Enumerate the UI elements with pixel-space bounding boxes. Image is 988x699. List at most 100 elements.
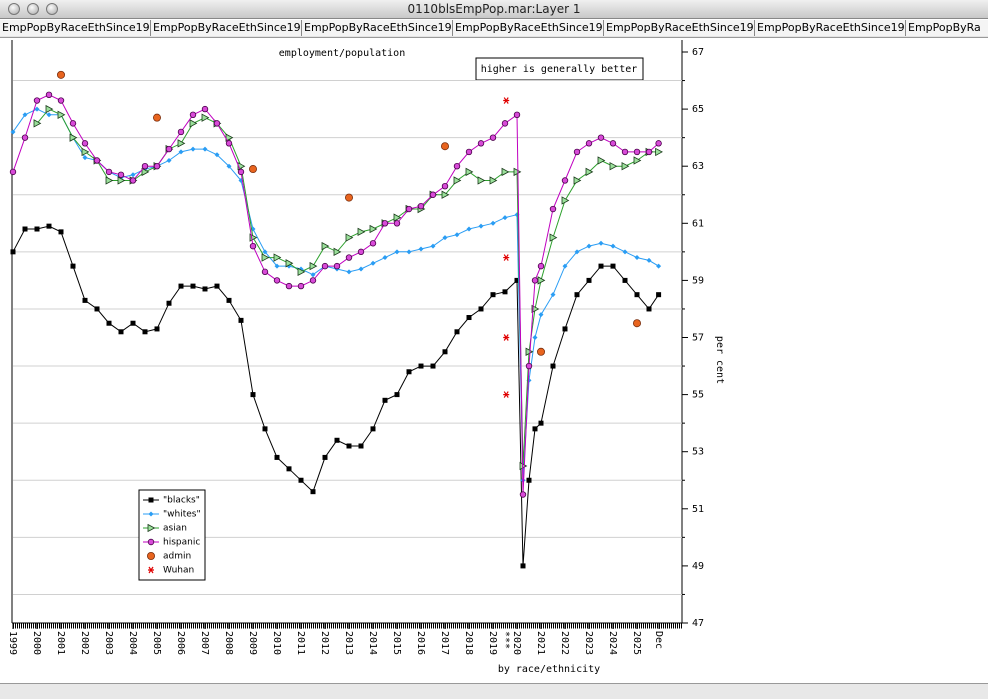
point bbox=[298, 477, 304, 483]
point bbox=[57, 70, 66, 79]
point bbox=[489, 176, 498, 185]
tab[interactable]: EmpPopByRa bbox=[906, 20, 988, 36]
x-tick-label: 2002 bbox=[79, 631, 90, 655]
chart-title: employment/population bbox=[279, 48, 405, 59]
point bbox=[646, 306, 652, 312]
point bbox=[345, 233, 354, 242]
point bbox=[454, 329, 460, 335]
x-tick-label: 2021 bbox=[535, 631, 546, 655]
point bbox=[201, 113, 210, 122]
point bbox=[141, 167, 150, 177]
point bbox=[478, 306, 484, 312]
point bbox=[621, 148, 629, 156]
point bbox=[166, 157, 172, 163]
point bbox=[382, 397, 388, 403]
x-tick-label: 2000 bbox=[31, 631, 42, 655]
x-tick-label: 2020 bbox=[511, 631, 522, 655]
zoom-button[interactable] bbox=[46, 3, 58, 15]
point bbox=[130, 320, 136, 326]
point bbox=[621, 162, 630, 171]
tab[interactable]: EmpPopByRaceEthSince1999 bbox=[0, 20, 151, 36]
close-button[interactable] bbox=[8, 3, 20, 15]
x-tick-label: 2022 bbox=[559, 631, 570, 655]
point bbox=[261, 253, 270, 262]
point bbox=[598, 240, 604, 246]
tab[interactable]: EmpPopByRaceEthSince1999 bbox=[604, 20, 755, 36]
point bbox=[165, 145, 173, 153]
scroll-bar bbox=[0, 683, 988, 699]
minimize-button[interactable] bbox=[27, 3, 39, 15]
legend-box bbox=[138, 489, 206, 581]
legend-label: Wuhan bbox=[163, 566, 194, 576]
point bbox=[226, 297, 232, 303]
point bbox=[656, 263, 662, 269]
point bbox=[549, 233, 558, 242]
point bbox=[381, 220, 389, 227]
series bbox=[9, 91, 662, 498]
point bbox=[153, 162, 161, 170]
point bbox=[274, 263, 280, 269]
point bbox=[202, 286, 208, 292]
point bbox=[309, 277, 317, 284]
tab[interactable]: EmpPopByRaceEthSince1999 bbox=[302, 20, 453, 36]
point bbox=[634, 255, 640, 261]
y-tick-label: 53 bbox=[692, 447, 704, 458]
legend-label: asian bbox=[163, 524, 187, 534]
point bbox=[393, 213, 402, 222]
point bbox=[189, 119, 198, 128]
y-tick-label: 61 bbox=[692, 218, 704, 229]
point bbox=[489, 134, 497, 141]
point bbox=[622, 249, 628, 255]
tab[interactable]: EmpPopByRaceEthSince1999 bbox=[453, 20, 604, 36]
y-tick-label: 63 bbox=[692, 161, 704, 172]
point bbox=[406, 249, 412, 255]
point bbox=[152, 113, 161, 122]
point bbox=[526, 477, 532, 483]
point bbox=[574, 249, 580, 255]
point bbox=[10, 129, 16, 135]
legend-label: "whites" bbox=[163, 510, 201, 520]
point bbox=[369, 240, 377, 247]
point bbox=[9, 168, 17, 176]
point bbox=[586, 243, 592, 249]
point bbox=[655, 140, 662, 147]
x-tick-label: 2009 bbox=[247, 631, 258, 655]
point bbox=[585, 167, 594, 177]
note: higher is generally better bbox=[481, 64, 638, 75]
tab[interactable]: EmpPopByRaceEthSince1999 bbox=[755, 20, 906, 36]
point bbox=[310, 489, 316, 495]
point bbox=[142, 329, 148, 335]
point bbox=[646, 257, 652, 263]
point bbox=[645, 148, 653, 156]
point bbox=[214, 283, 220, 289]
point bbox=[598, 263, 604, 269]
tab[interactable]: EmpPopByRaceEthSince1999 bbox=[151, 20, 302, 36]
point bbox=[190, 283, 196, 289]
y-tick-label: 65 bbox=[692, 104, 704, 115]
point bbox=[370, 260, 376, 266]
point bbox=[21, 134, 29, 141]
point bbox=[178, 283, 184, 289]
point bbox=[129, 177, 137, 184]
point bbox=[513, 167, 522, 177]
point bbox=[213, 120, 221, 127]
point bbox=[633, 148, 641, 156]
point bbox=[333, 247, 342, 257]
point bbox=[238, 317, 244, 323]
legend-marker bbox=[148, 511, 154, 517]
point bbox=[82, 155, 88, 161]
point bbox=[333, 262, 341, 270]
point bbox=[490, 220, 496, 226]
point bbox=[503, 334, 510, 341]
point bbox=[418, 363, 424, 369]
point bbox=[633, 156, 642, 165]
point bbox=[405, 205, 413, 213]
point bbox=[490, 292, 496, 298]
point bbox=[225, 140, 233, 147]
point bbox=[393, 220, 401, 227]
point bbox=[525, 347, 534, 356]
point bbox=[201, 105, 209, 113]
point bbox=[357, 248, 365, 256]
point bbox=[154, 326, 160, 332]
point bbox=[609, 140, 617, 147]
